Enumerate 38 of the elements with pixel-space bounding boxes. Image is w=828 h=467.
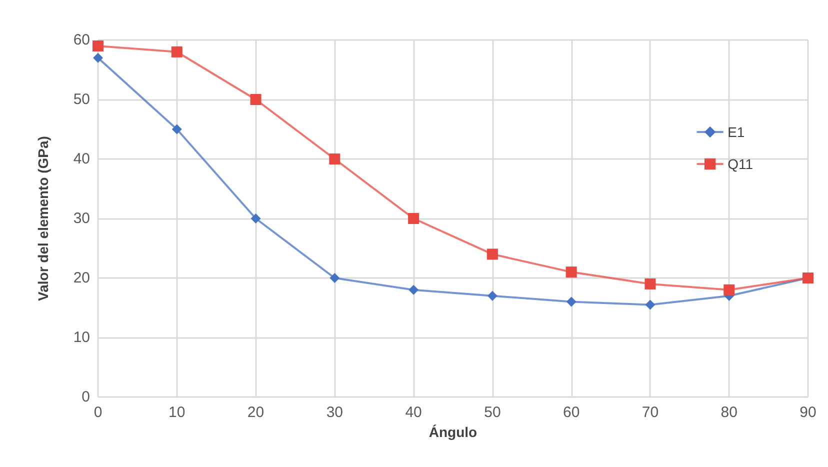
point [487,290,498,301]
y-tick-label: 50 [73,91,90,108]
x-tick-label: 80 [720,404,738,421]
legend-label: Q11 [728,156,754,172]
y-tick-label: 0 [82,388,90,406]
y-tick-label: 10 [73,329,90,346]
x-tick-label: 60 [562,404,580,421]
point [566,296,576,307]
x-tick-label: 0 [94,404,102,421]
x-axis-title: Ángulo [428,424,478,440]
y-tick-label: 30 [73,210,90,227]
point [724,284,735,296]
x-tick-label: 40 [405,404,422,421]
point [329,154,340,164]
x-tick-label: 70 [642,404,659,421]
point [93,52,103,63]
point [486,248,498,260]
y-tick-label: 20 [73,270,90,286]
point [644,278,656,290]
point [250,214,261,224]
x-tick-label: 50 [484,404,501,421]
x-tick-label: 30 [326,404,344,421]
y-tick-label: 60 [73,32,90,48]
point [566,266,577,278]
y-tick-label: 40 [73,150,90,168]
y-axis-title: Valor del elemento (GPa) [35,136,51,301]
point [408,213,420,224]
x-tick-label: 10 [168,404,186,421]
point [172,124,182,134]
point [645,300,656,310]
x-tick-label: 20 [247,404,264,421]
point [171,46,182,58]
point [408,284,419,295]
legend-label: E1 [728,124,745,140]
point [92,40,104,52]
point [330,273,340,283]
x-tick-label: 90 [800,404,816,421]
point [250,94,262,105]
